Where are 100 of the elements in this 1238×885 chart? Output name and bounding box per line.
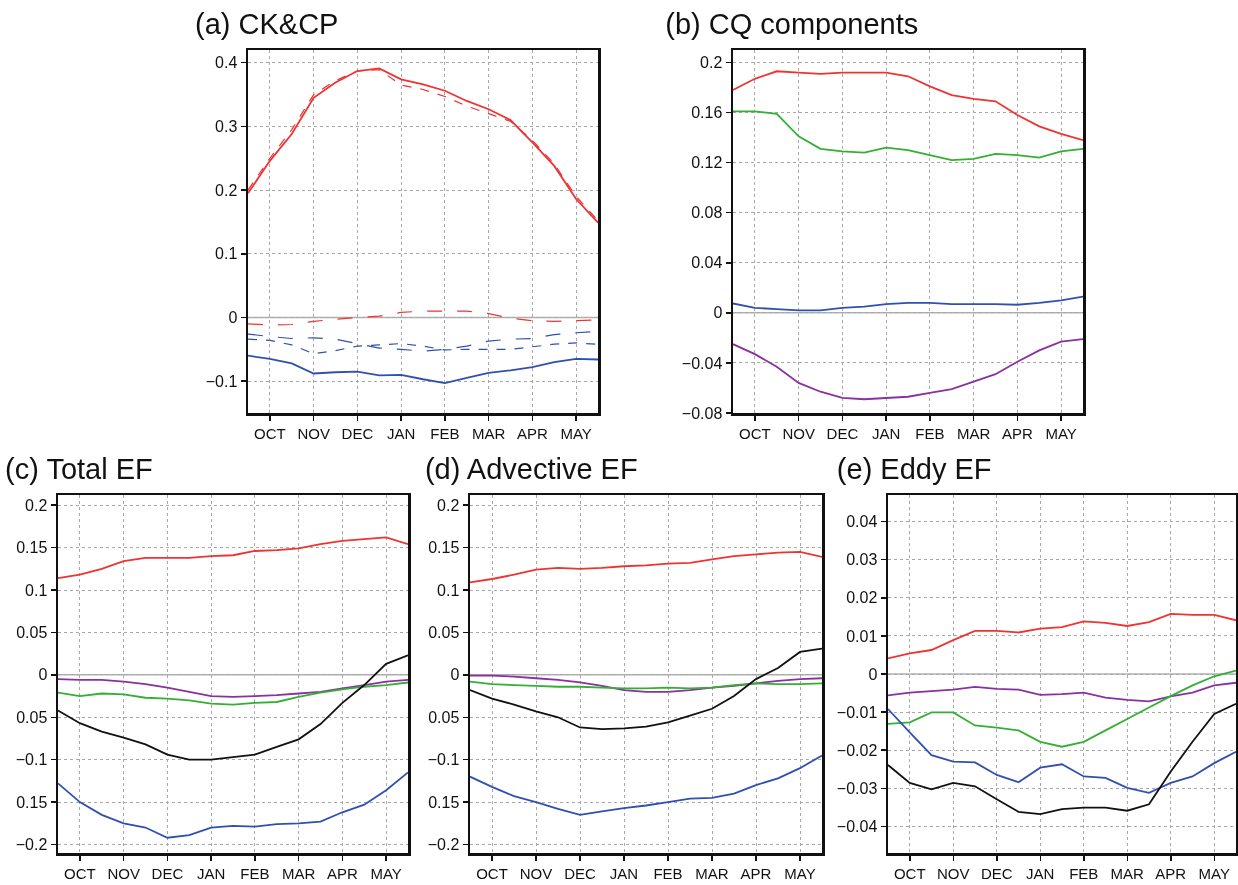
line-series — [888, 708, 1236, 794]
x-tick-label: JAN — [871, 424, 901, 442]
y-tick-label: 0.15 — [428, 539, 460, 557]
y-tick-label: 0.2 — [25, 496, 48, 514]
y-tick-label: −0.02 — [836, 741, 878, 759]
y-tick-label: 0.08 — [691, 204, 723, 222]
x-tick-label: OCT — [254, 424, 286, 442]
y-tick-label: 0 — [713, 304, 723, 322]
y-tick-label: −0.03 — [836, 779, 878, 797]
y-tick-label: 0.05 — [16, 624, 48, 642]
x-tick-label: FEB — [1069, 864, 1099, 882]
x-tick-label: MAY — [1045, 424, 1077, 442]
line-series — [733, 70, 1083, 142]
y-tick-label: −0.1 — [205, 372, 238, 390]
x-tick-label: MAY — [370, 864, 402, 882]
y-tick-label: −0.04 — [681, 354, 723, 372]
line-series — [733, 110, 1083, 162]
y-tick-label: 0.05 — [16, 708, 48, 726]
line-series — [470, 674, 822, 693]
x-tick-label: NOV — [782, 424, 815, 442]
x-tick-label: MAY — [784, 864, 816, 882]
x-tick-label: DEC — [980, 864, 1013, 882]
y-tick-label: 0.15 — [16, 539, 48, 557]
x-tick-label: NOV — [519, 864, 553, 882]
y-tick-label: 0.1 — [437, 581, 460, 599]
y-tick-label: 0 — [868, 665, 878, 683]
chart-title: (d) Advective EF — [424, 453, 638, 486]
x-tick-label: OCT — [64, 864, 96, 882]
x-tick-label: APR — [516, 424, 548, 442]
x-tick-label: DEC — [826, 424, 859, 442]
y-tick-label: −0.04 — [836, 817, 878, 835]
y-tick-label: 0.04 — [846, 513, 878, 531]
y-tick-label: 0.16 — [691, 104, 723, 122]
x-tick-label: MAY — [1198, 864, 1230, 882]
y-tick-label: −0.1 — [427, 751, 460, 769]
chart-title: (b) CQ components — [665, 8, 919, 41]
x-tick-label: FEB — [915, 424, 945, 442]
y-tick-label: −0.01 — [836, 703, 878, 721]
x-tick-label: FEB — [430, 424, 460, 442]
line-series — [58, 678, 408, 698]
x-tick-label: APR — [326, 864, 358, 882]
x-tick-label: MAR — [956, 424, 991, 442]
line-series — [888, 681, 1236, 703]
y-tick-label: 0.2 — [437, 496, 460, 514]
y-tick-label: 0.2 — [215, 181, 238, 199]
x-tick-label: NOV — [107, 864, 140, 882]
y-tick-label: −0.08 — [681, 404, 723, 422]
line-series — [733, 295, 1083, 312]
y-tick-label: 0.05 — [428, 624, 460, 642]
y-tick-label: 0.05 — [428, 708, 460, 726]
x-tick-label: APR — [1001, 424, 1033, 442]
line-series — [58, 771, 408, 839]
line-series — [733, 338, 1083, 401]
x-tick-label: DEC — [151, 864, 184, 882]
y-tick-label: 0.03 — [846, 551, 878, 569]
x-tick-label: NOV — [297, 424, 330, 442]
x-tick-label: MAR — [471, 424, 506, 442]
y-tick-label: 0 — [228, 309, 238, 327]
y-tick-label: −0.1 — [15, 751, 48, 769]
chart-title: (e) Eddy EF — [836, 453, 992, 486]
x-tick-label: DEC — [341, 424, 374, 442]
y-tick-label: 0.15 — [16, 793, 48, 811]
x-tick-label: APR — [1155, 864, 1187, 882]
line-series — [888, 612, 1236, 660]
x-tick-label: OCT — [893, 864, 926, 882]
x-tick-label: MAY — [560, 424, 592, 442]
chart-title: (c) Total EF — [5, 453, 153, 486]
line-series — [58, 681, 408, 706]
y-tick-label: 0.1 — [25, 581, 48, 599]
x-tick-label: DEC — [564, 864, 596, 882]
y-tick-label: 0.1 — [215, 245, 238, 263]
y-tick-label: −0.2 — [427, 836, 460, 854]
y-tick-label: 0.3 — [215, 118, 238, 136]
y-tick-label: 0.12 — [691, 154, 723, 172]
y-tick-label: 0.02 — [846, 589, 878, 607]
y-tick-label: 0.4 — [215, 54, 238, 72]
y-tick-label: 0.15 — [428, 793, 460, 811]
line-series — [470, 754, 822, 816]
chart-title: (a) CK&CP — [195, 8, 339, 41]
x-tick-label: JAN — [386, 424, 416, 442]
line-series — [58, 536, 408, 580]
y-tick-label: 0 — [38, 666, 48, 684]
line-series — [470, 647, 822, 731]
x-tick-label: OCT — [476, 864, 508, 882]
x-tick-label: JAN — [1026, 864, 1055, 882]
x-tick-label: MAR — [695, 864, 729, 882]
y-tick-label: 0.01 — [846, 627, 878, 645]
x-tick-label: FEB — [653, 864, 683, 882]
x-tick-label: APR — [740, 864, 772, 882]
line-series — [470, 680, 822, 690]
x-tick-label: MAR — [1110, 864, 1145, 882]
line-series — [888, 669, 1236, 748]
x-tick-label: MAR — [281, 864, 316, 882]
line-series — [58, 654, 408, 761]
x-tick-label: NOV — [936, 864, 970, 882]
x-tick-label: OCT — [739, 424, 771, 442]
y-tick-label: 0.2 — [700, 54, 723, 72]
line-series — [470, 550, 822, 584]
x-tick-label: JAN — [196, 864, 226, 882]
line-series — [248, 354, 598, 384]
